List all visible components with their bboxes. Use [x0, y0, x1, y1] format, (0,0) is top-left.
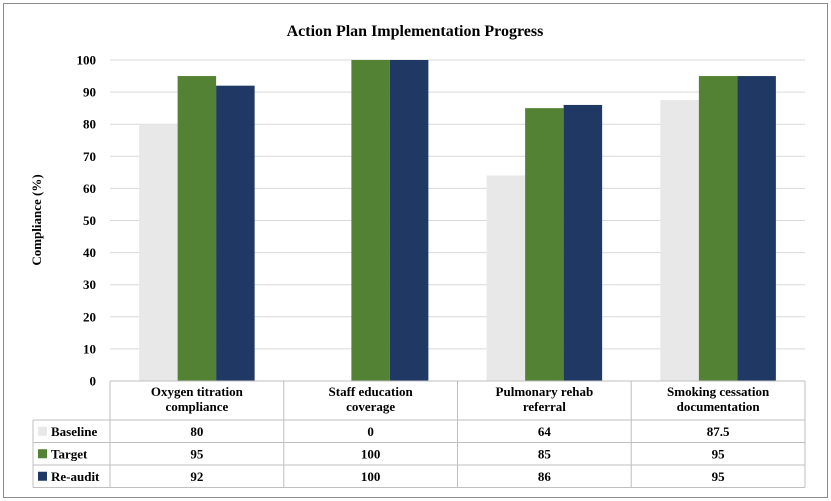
category-label: referral — [523, 399, 566, 414]
y-tick-label: 80 — [83, 117, 96, 132]
data-label: 100 — [361, 469, 381, 484]
bar-re-audit — [737, 76, 776, 382]
category-label: compliance — [165, 399, 228, 414]
data-label: 95 — [712, 469, 726, 484]
y-tick-label: 10 — [83, 341, 96, 356]
category-label: documentation — [677, 399, 761, 414]
bar-baseline — [139, 124, 178, 381]
y-tick-label: 20 — [83, 309, 96, 324]
category-label: Smoking cessation — [667, 384, 770, 399]
data-label: 86 — [538, 469, 552, 484]
bar-re-audit — [389, 60, 429, 381]
legend-key — [38, 426, 47, 436]
y-axis-label: Compliance (%) — [29, 174, 44, 265]
y-tick-label: 40 — [83, 245, 96, 260]
category-label: coverage — [346, 399, 395, 414]
bar-re-audit — [216, 85, 255, 382]
bar-target — [177, 76, 217, 382]
y-tick-label: 90 — [83, 85, 96, 100]
data-label: 87.5 — [707, 424, 730, 439]
bar-baseline — [486, 175, 526, 381]
bar-re-audit — [563, 104, 603, 381]
bar-target — [525, 108, 564, 382]
bar-target — [698, 76, 738, 382]
bar-target — [351, 60, 390, 381]
bar-baseline — [660, 100, 699, 381]
y-tick-label: 100 — [77, 53, 97, 68]
data-label: 100 — [361, 446, 381, 461]
legend-label: Re-audit — [51, 469, 100, 484]
legend-label: Target — [51, 446, 88, 461]
category-label: Oxygen titration — [151, 384, 244, 399]
y-tick-label: 60 — [83, 181, 96, 196]
data-label: 64 — [538, 424, 552, 439]
data-label: 0 — [367, 424, 374, 439]
chart-title: Action Plan Implementation Progress — [287, 23, 544, 40]
legend-key — [38, 449, 47, 459]
data-label: 95 — [712, 446, 726, 461]
y-tick-label: 30 — [83, 277, 96, 292]
category-label: Staff education — [329, 384, 414, 399]
y-tick-label: 50 — [83, 213, 96, 228]
legend-label: Baseline — [51, 424, 97, 439]
y-tick-label: 70 — [83, 149, 96, 164]
legend-key — [38, 471, 47, 481]
bars — [139, 60, 776, 382]
data-label: 80 — [190, 424, 203, 439]
data-label: 92 — [190, 469, 203, 484]
y-ticks: 0 10 20 30 40 50 60 70 80 90 100 — [77, 53, 97, 389]
data-label: 95 — [190, 446, 204, 461]
category-label: Pulmonary rehab — [496, 384, 594, 399]
y-tick-label: 0 — [90, 374, 97, 389]
data-label: 85 — [538, 446, 552, 461]
